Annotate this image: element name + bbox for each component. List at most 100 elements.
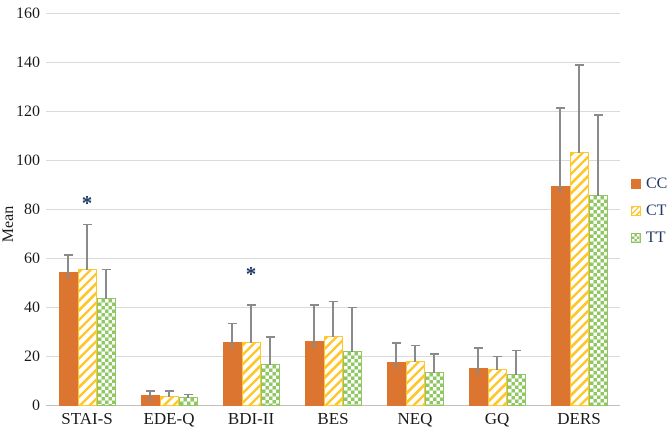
error-bar-cap (63, 254, 73, 256)
bar-cc-bes (304, 341, 324, 406)
legend-swatch-icon (631, 179, 641, 189)
legend-swatch-icon (631, 233, 641, 243)
error-bar (473, 347, 483, 376)
error-bar (145, 390, 155, 402)
barwrap (159, 390, 179, 406)
error-bar (82, 223, 92, 270)
error-bar-cap (145, 390, 155, 392)
error-bar (309, 304, 319, 349)
error-bar-cap (391, 342, 401, 344)
error-bar-cap (574, 64, 584, 66)
y-tick-label: 20 (24, 348, 40, 365)
bar-tt-bdi-ii (260, 364, 280, 406)
plot-area: * * (46, 13, 620, 406)
barwrap (260, 336, 280, 406)
error-bar (574, 64, 584, 154)
barwrap (487, 355, 507, 406)
bar-tt-ders (588, 195, 608, 406)
bar-group-bes (292, 14, 374, 406)
category-label-ede-q: EDE-Q (143, 409, 195, 428)
y-tick-label: 140 (16, 54, 40, 71)
barwrap (304, 304, 324, 406)
barwrap (342, 306, 362, 406)
error-bar (328, 300, 338, 338)
category-label-ders: DERS (557, 409, 601, 428)
significance-asterisk-bdi-ii: * (245, 262, 257, 287)
error-bar-cap (309, 304, 319, 306)
error-bar-cap (328, 300, 338, 303)
gridline (46, 258, 620, 259)
legend-item-cc: CC (631, 176, 667, 192)
error-bar (347, 306, 357, 352)
significance-asterisk-stai-s: * (81, 191, 93, 216)
bar-group-neq (374, 14, 456, 406)
error-bar-cap (82, 223, 92, 225)
error-bar-cap (555, 107, 565, 109)
barwrap (58, 254, 78, 406)
error-bar (63, 254, 73, 280)
bar-cc-ders (550, 185, 570, 406)
y-tick-label: 80 (24, 201, 40, 218)
error-bar-cap (164, 390, 174, 392)
legend-item-ct: CT (631, 203, 667, 219)
category-label-neq: NEQ (397, 409, 433, 428)
bar-ct-bdi-ii (241, 342, 261, 406)
legend-label: CC (646, 175, 668, 192)
error-bar-cap (265, 336, 275, 338)
error-bar-cap (511, 349, 521, 352)
bar-group-gq (456, 14, 538, 406)
bar-tt-ede-q (178, 397, 198, 406)
gridline (46, 13, 620, 14)
barwrap (468, 347, 488, 406)
error-bar (511, 349, 521, 376)
bar-ct-neq (405, 360, 425, 406)
bar-cc-stai-s (58, 272, 78, 406)
error-bar-cap (410, 344, 420, 347)
y-tick-label: 60 (24, 250, 40, 267)
bar-group-bdi-ii (210, 14, 292, 406)
barwrap (506, 349, 526, 406)
bar-cc-neq (386, 361, 406, 406)
barwrap (550, 107, 570, 406)
error-bar (492, 355, 502, 371)
error-bar (593, 114, 603, 197)
category-label-gq: GQ (484, 409, 510, 428)
legend-label: CT (646, 202, 667, 219)
bar-ct-bes (323, 336, 343, 406)
bar-group-stai-s (46, 14, 128, 406)
error-bar-cap (227, 322, 237, 325)
y-axis-tick-labels: 0 20 40 60 80 100 120 140 160 (0, 5, 40, 414)
x-axis-category-labels: STAI-S EDE-Q BDI-II BES NEQ GQ DERS (46, 409, 620, 429)
barwrap (424, 353, 444, 406)
barwrap (178, 393, 198, 406)
bar-ct-gq (487, 369, 507, 406)
error-bar (555, 107, 565, 193)
barwrap (386, 342, 406, 406)
error-bar (429, 353, 439, 373)
barwrap (77, 223, 97, 406)
error-bar-cap (593, 114, 603, 116)
category-label-stai-s: STAI-S (61, 409, 113, 428)
bar-tt-gq (506, 374, 526, 406)
error-bar-cap (429, 353, 439, 355)
bar-ct-stai-s (77, 268, 97, 406)
barwrap (588, 114, 608, 406)
bar-ct-ders (569, 152, 589, 406)
y-tick-label: 100 (16, 152, 40, 169)
bar-tt-neq (424, 371, 444, 406)
barwrap (569, 64, 589, 406)
barwrap (323, 300, 343, 406)
gridline (46, 209, 620, 210)
gridline (46, 160, 620, 161)
bar-group-ders (538, 14, 620, 406)
bar-group-ede-q (128, 14, 210, 406)
error-bar (164, 390, 174, 398)
error-bar (183, 393, 193, 399)
y-tick-label: 120 (16, 103, 40, 120)
error-bar (391, 342, 401, 369)
bar-cc-gq (468, 368, 488, 406)
error-bar-cap (473, 347, 483, 349)
error-bar-cap (183, 393, 193, 396)
error-bar-cap (492, 355, 502, 358)
